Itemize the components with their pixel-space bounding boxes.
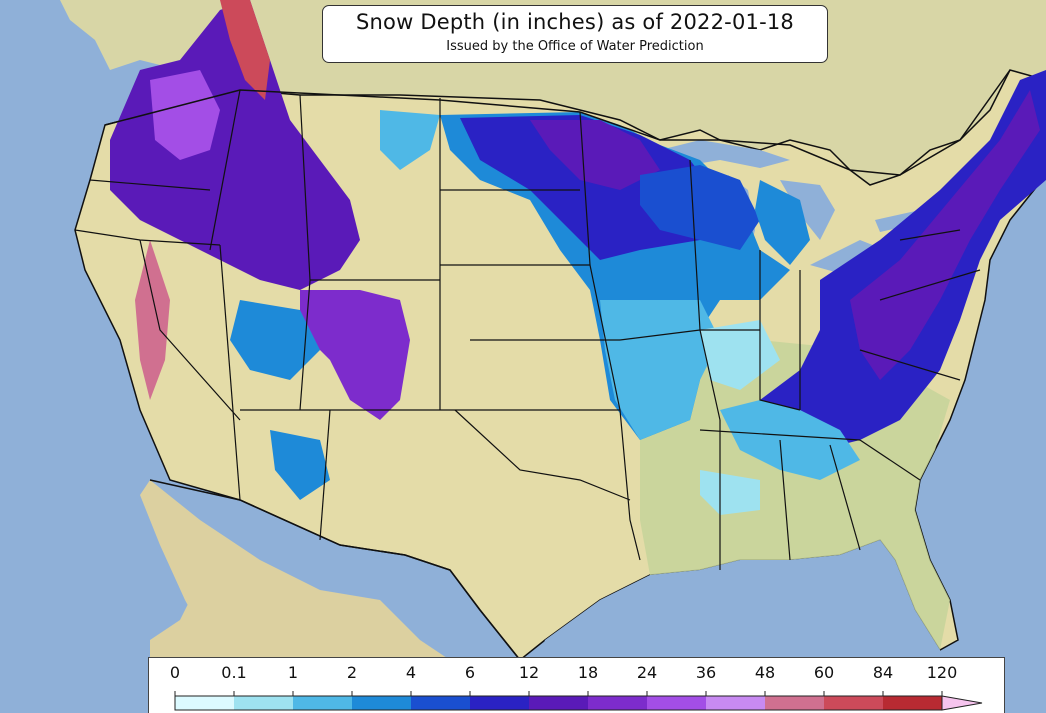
snow-iowa-light bbox=[600, 300, 720, 440]
legend-swatch bbox=[588, 696, 647, 710]
snow-northeast-deep bbox=[850, 90, 1040, 380]
legend-swatch bbox=[175, 696, 234, 710]
lake-erie bbox=[810, 240, 880, 272]
legend-overflow-arrow bbox=[941, 695, 983, 711]
snow-wisconsin bbox=[640, 165, 760, 250]
legend-swatch bbox=[411, 696, 470, 710]
snow-mississippi-light bbox=[700, 470, 760, 515]
snow-michigan bbox=[755, 180, 810, 265]
snow-tennessee bbox=[720, 400, 860, 480]
snow-colorado bbox=[300, 290, 410, 420]
legend-swatch bbox=[647, 696, 706, 710]
map-subtitle: Issued by the Office of Water Prediction bbox=[446, 39, 704, 54]
map-title: Snow Depth (in inches) as of 2022-01-18 bbox=[356, 10, 794, 34]
legend-tick-label: 120 bbox=[926, 663, 958, 682]
legend-outline bbox=[174, 695, 943, 711]
snow-sierra-nevada bbox=[135, 240, 170, 400]
canada-border bbox=[104, 69, 1011, 176]
snow-montana-east bbox=[380, 110, 440, 170]
legend-swatch bbox=[883, 696, 942, 710]
legend-swatch bbox=[352, 696, 411, 710]
legend-tick-label: 1 bbox=[287, 663, 299, 682]
lake-huron bbox=[780, 180, 835, 240]
legend-swatch bbox=[470, 696, 529, 710]
mexico-land bbox=[150, 480, 520, 713]
legend-tick-label: 24 bbox=[636, 663, 658, 682]
map-title-box: Snow Depth (in inches) as of 2022-01-18 … bbox=[322, 5, 828, 63]
legend: 0 0.1 1 2 4 6 12 18 24 36 48 60 84 120 bbox=[148, 657, 1005, 713]
snow-midwest-deepest bbox=[530, 120, 660, 190]
legend-swatch bbox=[529, 696, 588, 710]
legend-swatch bbox=[234, 696, 293, 710]
baja-land bbox=[140, 480, 250, 695]
snow-appalachian bbox=[730, 70, 1046, 450]
legend-tick-label: 2 bbox=[346, 663, 358, 682]
legend-tick-label: 36 bbox=[695, 663, 717, 682]
legend-tick-label: 4 bbox=[405, 663, 417, 682]
legend-swatch bbox=[706, 696, 765, 710]
legend-tick-label: 18 bbox=[577, 663, 599, 682]
snow-northern-rockies bbox=[110, 0, 360, 290]
legend-tick-label: 48 bbox=[754, 663, 776, 682]
legend-swatch bbox=[824, 696, 883, 710]
legend-tick-label: 0 bbox=[169, 663, 181, 682]
legend-swatch bbox=[293, 696, 352, 710]
mexico-border bbox=[149, 479, 521, 661]
snow-cascades bbox=[150, 70, 220, 160]
legend-colorbar bbox=[174, 691, 983, 711]
legend-tick-label: 0.1 bbox=[221, 663, 247, 682]
legend-tick-label: 6 bbox=[464, 663, 476, 682]
snow-cover bbox=[110, 0, 1046, 515]
snow-utah bbox=[230, 300, 320, 380]
legend-swatch bbox=[765, 696, 824, 710]
state-borders bbox=[74, 89, 981, 570]
snow-arizona bbox=[270, 430, 330, 500]
legend-tick-label: 84 bbox=[872, 663, 894, 682]
snow-glacier-peak bbox=[220, 0, 270, 100]
legend-tick-label: 60 bbox=[813, 663, 835, 682]
legend-tick-label: 12 bbox=[518, 663, 540, 682]
